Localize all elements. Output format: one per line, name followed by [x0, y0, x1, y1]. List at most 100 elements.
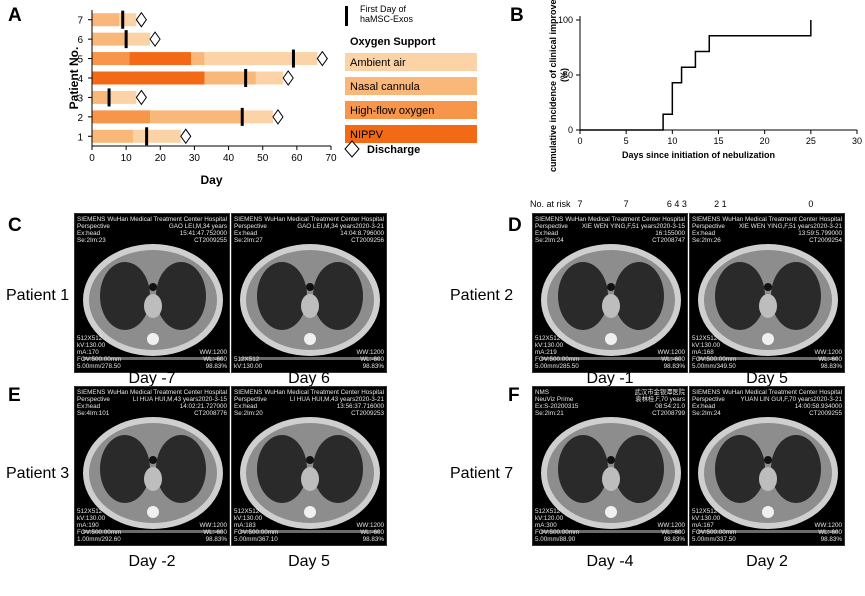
discharge-marker	[135, 11, 148, 28]
x-tick-label: 5	[624, 136, 629, 146]
discharge-marker	[135, 89, 148, 106]
ct-cross-section	[541, 244, 681, 360]
discharge-marker	[149, 31, 161, 48]
ct-day-label: Day 5	[288, 553, 330, 570]
y-tick-label: 5	[77, 55, 83, 66]
ct-trachea	[306, 456, 314, 464]
ct-mediastinum	[301, 467, 319, 491]
risk-count: 2 1	[714, 199, 727, 209]
ct-overlay-text-tl: SIEMENS Perspective Ex:head Se:2Im:23	[77, 216, 110, 244]
ct-trachea	[306, 283, 314, 291]
legend-swatch	[345, 125, 477, 143]
ct-overlay-text-br: WW:1200 WL:-600 98.83%	[657, 522, 685, 543]
x-tick-label: 20	[155, 153, 167, 164]
ct-cross-section	[83, 417, 223, 533]
ct-overlay-text-bl: 512X512 kV:130.00	[234, 356, 263, 370]
panel-label-f: F	[508, 385, 520, 406]
ct-day-label: Day 2	[746, 553, 788, 570]
x-tick-label: 50	[257, 153, 269, 164]
ct-overlay-text-tr: WuHan Medical Treatment Center Hospital …	[107, 216, 227, 244]
ct-vertebra	[605, 506, 617, 518]
step-series-line	[580, 20, 812, 131]
ct-overlay-text-tl: SIEMENS Perspective Ex:head Se:2Im:24	[692, 389, 725, 417]
ct-vertebra	[147, 506, 159, 518]
bar-segment	[204, 52, 318, 66]
ct-overlay-text-bl: 512X512 kV:130.00 mA:168 FOV:500.00mm 5.…	[692, 335, 737, 370]
first-day-marker	[291, 49, 295, 68]
ct-overlay-text-bl: 512X512 kV:130.00 mA:190 FOV:500.00mm 1.…	[77, 508, 122, 543]
ct-trachea	[607, 456, 615, 464]
bar-segment	[92, 13, 120, 27]
ct-scan-image: SIEMENS Perspective Ex:head Se:2Im:24 WuH…	[689, 386, 845, 546]
x-tick-label: 10	[667, 136, 677, 146]
ct-table	[240, 530, 380, 533]
ct-scan-image: SIEMENS Perspective Ex:head Se:2Im:20 WuH…	[231, 386, 387, 546]
ct-left-lung	[614, 435, 664, 503]
ct-overlay-text-br: WW:1200 WL:-600 98.83%	[657, 349, 685, 370]
ct-day-label: Day 6	[288, 370, 330, 387]
ct-mediastinum	[759, 467, 777, 491]
ct-overlay-text-br: WW:1200 WL:-600 98.83%	[814, 349, 842, 370]
ct-day-label: Day -4	[586, 553, 634, 570]
y-tick-label: 7	[77, 16, 83, 27]
legend-discharge-swatch	[344, 140, 360, 158]
ct-right-lung	[558, 435, 608, 503]
bar-segment	[255, 71, 284, 85]
ct-cross-section	[240, 417, 380, 533]
ct-trachea	[149, 456, 157, 464]
ct-overlay-text-bl: 512X512 kV:130.00 mA:170 FOV:500.00mm 5.…	[77, 335, 122, 370]
ct-overlay-text-tl: NMS NeuViz Prime Ex:S-20200315 Se:2Im:21	[535, 389, 579, 417]
ct-overlay-text-br: WW:1200 WL:-600 98.83%	[199, 522, 227, 543]
bar-segment	[92, 110, 151, 124]
ct-vertebra	[762, 333, 774, 345]
ct-overlay-text-br: WW:1200 WL:-600 98.83%	[356, 349, 384, 370]
x-axis-title: Day	[200, 173, 222, 187]
legend-label: High-flow oxygen	[350, 105, 434, 117]
x-tick-label: 30	[852, 136, 862, 146]
ct-vertebra	[762, 506, 774, 518]
x-tick-label: 40	[223, 153, 235, 164]
ct-overlay-text-tl: SIEMENS Perspective Ex:head Se:2Im:24	[535, 216, 568, 244]
risk-count: 0	[808, 199, 813, 209]
ct-cross-section	[698, 417, 838, 533]
bar-segment	[242, 110, 273, 124]
first-day-marker	[145, 127, 149, 146]
bar-segment	[132, 129, 181, 143]
ct-right-lung	[715, 435, 765, 503]
panel-label-b: B	[510, 5, 524, 26]
first-day-marker	[244, 69, 248, 87]
ct-overlay-text-tl: SIEMENS Perspective Ex:head Se:2Im:26	[692, 216, 725, 244]
ct-table	[541, 357, 681, 360]
ct-trachea	[607, 283, 615, 291]
ct-left-lung	[156, 435, 206, 503]
ct-scan-image: SIEMENS Perspective Ex:head Se:2Im:24 WuH…	[532, 213, 688, 373]
risk-count: 6 4 3	[667, 199, 687, 209]
ct-cross-section	[240, 244, 380, 360]
ct-day-label: Day -1	[586, 370, 634, 387]
ct-overlay-text-bl: 512X512 kV:120.00 mA:300 FOV:500.00mm 5.…	[535, 508, 580, 543]
x-tick-label: 0	[577, 136, 582, 146]
ct-overlay-text-tl: SIEMENS Perspective Ex:head Se:2Im:27	[234, 216, 267, 244]
ct-vertebra	[605, 333, 617, 345]
y-tick-label: 100	[558, 15, 573, 25]
x-tick-label: 25	[806, 136, 816, 146]
patient-label-3: Patient 3	[6, 465, 70, 482]
bar-segment	[92, 90, 110, 104]
discharge-marker	[282, 70, 294, 86]
y-tick-label: 6	[77, 35, 83, 46]
ct-mediastinum	[144, 467, 162, 491]
ct-mediastinum	[602, 467, 620, 491]
y-tick-label: 50	[563, 70, 573, 80]
discharge-marker	[180, 128, 192, 145]
ct-right-lung	[100, 262, 150, 330]
panel-label-e: E	[8, 385, 21, 406]
ct-cross-section	[83, 244, 223, 360]
bar-segment	[92, 129, 133, 143]
legend-first-day-swatch	[345, 6, 348, 26]
ct-overlay-text-br: WW:1200 WL:-600 98.83%	[814, 522, 842, 543]
ct-cross-section	[541, 417, 681, 533]
y-tick-label: 3	[77, 93, 83, 104]
first-day-marker	[121, 10, 125, 29]
legend-title: Oxygen Support	[350, 36, 436, 48]
ct-overlay-text-tr: WuHan Medical Treatment Center Hospital …	[264, 216, 384, 244]
